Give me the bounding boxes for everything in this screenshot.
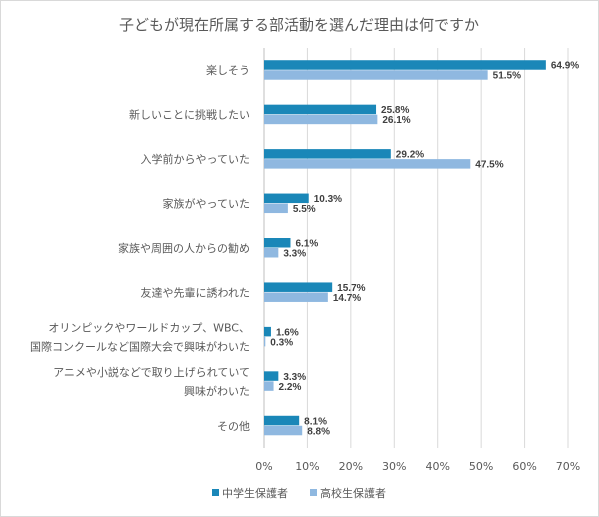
bar bbox=[264, 203, 288, 214]
data-label: 8.1% bbox=[304, 416, 327, 427]
bar bbox=[264, 336, 266, 347]
bar bbox=[264, 326, 271, 337]
bar bbox=[264, 292, 328, 302]
x-tick-label: 60% bbox=[512, 460, 536, 473]
data-label: 26.1% bbox=[382, 115, 410, 126]
category-labels: 楽しそう新しいことに挑戦したい入学前からやっていた家族がやっていた家族や周囲の人… bbox=[30, 64, 250, 433]
data-label: 14.7% bbox=[333, 293, 361, 304]
category-label: 家族や周囲の人からの勧め bbox=[118, 241, 250, 255]
bar bbox=[264, 104, 377, 115]
legend-label: 中学生保護者 bbox=[222, 486, 288, 500]
chart-title: 子どもが現在所属する部活動を選んだ理由は何ですか bbox=[119, 16, 479, 34]
bar bbox=[264, 425, 303, 436]
bar bbox=[264, 193, 309, 204]
bar bbox=[264, 248, 279, 258]
data-label: 10.3% bbox=[314, 194, 342, 205]
category-label: その他 bbox=[217, 420, 250, 433]
data-label: 25.8% bbox=[381, 105, 409, 116]
bar bbox=[264, 70, 488, 80]
bar bbox=[264, 371, 279, 381]
bar bbox=[264, 159, 471, 169]
x-tick-label: 20% bbox=[339, 460, 363, 473]
category-label: オリンピックやワールドカップ、WBC、 bbox=[48, 321, 250, 334]
data-label: 3.3% bbox=[283, 249, 306, 260]
data-label: 2.2% bbox=[279, 382, 302, 393]
category-label: 入学前からやっていた bbox=[141, 152, 250, 166]
category-label: 新しいことに挑戦したい bbox=[129, 108, 250, 122]
category-label: 興味がわいた bbox=[184, 384, 250, 398]
category-label: 友達や先輩に誘われた bbox=[141, 285, 250, 299]
data-label: 29.2% bbox=[396, 150, 424, 161]
legend: 中学生保護者 高校生保護者 bbox=[212, 486, 386, 500]
legend-label: 高校生保護者 bbox=[320, 486, 386, 500]
bar bbox=[264, 381, 274, 391]
data-label: 8.8% bbox=[307, 426, 330, 437]
x-tick-label: 10% bbox=[295, 460, 319, 473]
bar bbox=[264, 415, 300, 426]
data-label: 3.3% bbox=[283, 372, 306, 383]
data-label: 6.1% bbox=[295, 239, 318, 250]
data-label: 0.3% bbox=[270, 337, 293, 348]
data-label: 5.5% bbox=[293, 204, 316, 215]
x-tick-labels: 0% 10% 20% 30% 40% 50% 60% 70% bbox=[255, 460, 580, 473]
x-tick-label: 30% bbox=[382, 460, 406, 473]
bars: 64.9% 51.5% 25.8%26.1% 29.2% 47.5% 10.3%5.5% 6… bbox=[264, 60, 579, 437]
data-label: 15.7% bbox=[337, 283, 365, 294]
bar bbox=[264, 60, 546, 70]
bar bbox=[264, 149, 391, 159]
x-tick-label: 50% bbox=[469, 460, 493, 473]
category-label: 家族がやっていた bbox=[163, 197, 250, 211]
category-label: 楽しそう bbox=[206, 64, 250, 77]
x-tick-label: 40% bbox=[425, 460, 449, 473]
x-tick-label: 70% bbox=[556, 460, 580, 473]
bar bbox=[264, 282, 333, 292]
data-label: 64.9% bbox=[551, 61, 579, 72]
legend-swatch bbox=[212, 489, 219, 496]
category-label: アニメや小説などで取り上げられていて bbox=[53, 365, 250, 379]
bar bbox=[264, 238, 291, 248]
bar bbox=[264, 114, 378, 125]
x-tick-label: 0% bbox=[255, 460, 272, 473]
legend-swatch bbox=[310, 489, 317, 496]
data-label: 51.5% bbox=[493, 71, 521, 82]
data-label: 47.5% bbox=[475, 160, 503, 171]
data-label: 1.6% bbox=[276, 327, 299, 338]
category-label: 国際コンクールなど国際大会で興味がわいた bbox=[30, 339, 250, 353]
